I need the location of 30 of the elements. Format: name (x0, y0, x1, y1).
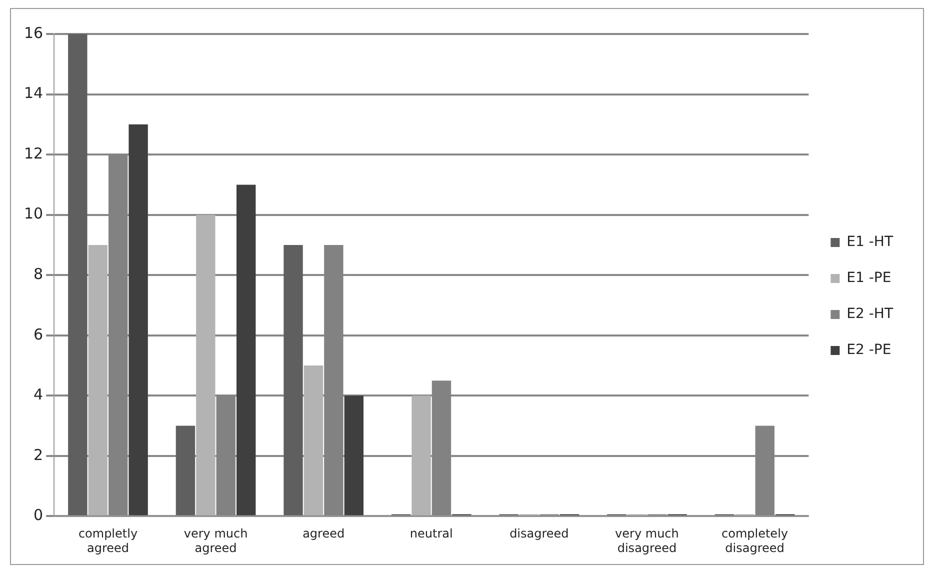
x-tick-label: very much disagreed (615, 526, 679, 555)
x-tick-label: completely disagreed (722, 526, 788, 555)
bar (304, 366, 324, 516)
y-tick-label: 8 (34, 264, 44, 283)
y-tick-label: 10 (24, 204, 44, 223)
legend-label: E2 -PE (846, 342, 892, 358)
legend-label: E1 -PE (846, 270, 892, 286)
y-tick-label: 0 (34, 506, 44, 524)
x-tick-label: neutral (410, 526, 453, 541)
bar (196, 214, 216, 516)
bar (128, 124, 148, 516)
bar (176, 426, 196, 516)
bar (68, 34, 88, 516)
bar (88, 244, 108, 516)
legend-label: E1 -HT (846, 234, 894, 250)
bar (412, 396, 431, 516)
bar (284, 244, 303, 516)
legend-label: E2 -HT (846, 306, 894, 322)
x-tick-label: very much agreed (184, 526, 248, 555)
bar (236, 184, 256, 516)
y-tick-label: 16 (24, 24, 44, 42)
y-tick-label: 2 (34, 446, 44, 464)
x-tick-label: agreed (302, 526, 345, 541)
y-tick-label: 14 (24, 84, 44, 102)
y-tick-label: 4 (34, 386, 44, 404)
x-tick-label: completly agreed (78, 526, 138, 555)
x-tick-label: disagreed (510, 526, 569, 541)
y-tick-label: 12 (24, 144, 44, 162)
bar (344, 396, 364, 516)
y-tick-label: 6 (34, 325, 44, 344)
